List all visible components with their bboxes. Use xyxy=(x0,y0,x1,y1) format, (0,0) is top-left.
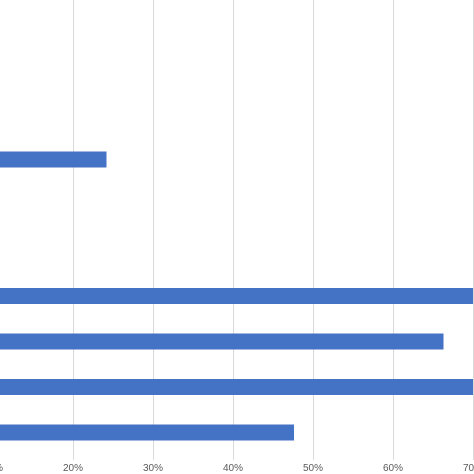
x-tick-label-20: 20% xyxy=(63,463,83,474)
x-tick-label-50: 50% xyxy=(303,463,323,474)
bar-7 xyxy=(0,288,473,304)
bar-8 xyxy=(0,333,444,350)
x-tick-label-60: 60% xyxy=(383,463,403,474)
bar-4 xyxy=(0,151,107,168)
bars xyxy=(0,151,473,441)
x-tick-label-10: 10% xyxy=(0,463,3,474)
x-tick-label-70: 70% xyxy=(463,463,474,474)
bar-9 xyxy=(0,379,473,395)
x-tick-label-40: 40% xyxy=(223,463,243,474)
x-axis-ticks: 10% 20% 30% 40% 50% 60% 70% xyxy=(0,463,474,474)
x-tick-label-30: 30% xyxy=(143,463,163,474)
bar-10 xyxy=(0,424,294,441)
